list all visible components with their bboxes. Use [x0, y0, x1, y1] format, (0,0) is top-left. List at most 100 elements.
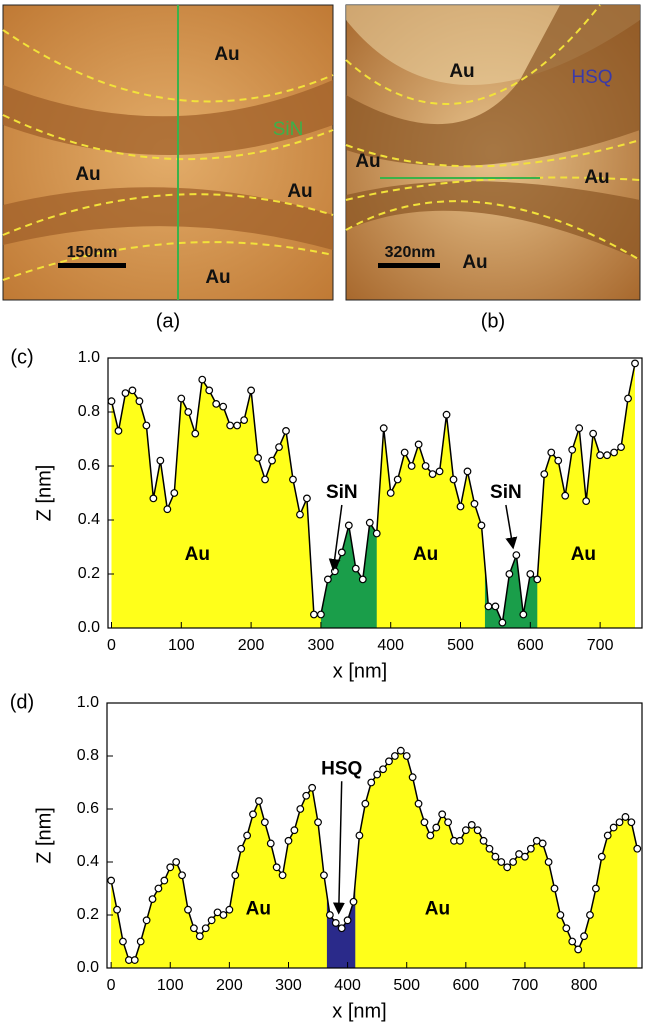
- x-tick-label: 600: [517, 637, 544, 654]
- data-point: [314, 818, 322, 827]
- data-point: [254, 454, 262, 462]
- data-point: [154, 884, 163, 893]
- data-point: [282, 427, 290, 435]
- x-tick-label: 300: [308, 637, 335, 654]
- data-point: [591, 884, 600, 893]
- data-point: [407, 462, 416, 470]
- data-point: [337, 548, 346, 557]
- data-point: [550, 884, 559, 893]
- data-point: [361, 799, 370, 808]
- data-point: [544, 858, 553, 866]
- x-tick-label: 400: [377, 637, 404, 654]
- data-point: [198, 375, 207, 384]
- data-point: [225, 905, 234, 914]
- data-point: [373, 770, 382, 779]
- data-point: [615, 818, 624, 827]
- annotation: SiN: [326, 482, 358, 503]
- data-point: [320, 871, 328, 880]
- caption: (b): [481, 310, 505, 332]
- data-point: [166, 863, 175, 872]
- x-tick-label: 600: [452, 977, 479, 994]
- x-tick-label: 100: [157, 977, 184, 994]
- region-label: HSQ: [571, 67, 612, 88]
- data-point: [170, 489, 179, 497]
- y-tick-label: 1.0: [77, 694, 99, 711]
- y-tick-label: 0.2: [77, 906, 99, 923]
- data-point: [617, 443, 625, 452]
- data-point: [233, 421, 242, 430]
- data-point: [624, 394, 632, 403]
- data-point: [491, 852, 500, 861]
- data-point: [323, 575, 332, 584]
- data-point: [142, 421, 151, 430]
- sin-band: [3, 80, 333, 155]
- data-point: [172, 858, 181, 866]
- data-point: [261, 475, 269, 484]
- data-point: [568, 937, 577, 946]
- annotation: HSQ: [321, 758, 362, 779]
- region-label: Au: [287, 181, 312, 202]
- data-point: [586, 911, 594, 919]
- data-point: [358, 575, 367, 584]
- data-point: [526, 570, 535, 578]
- data-point: [184, 905, 192, 914]
- data-point: [467, 821, 476, 829]
- data-point: [589, 429, 598, 438]
- x-axis-label: x [nm]: [332, 1000, 386, 1022]
- x-tick-label: 100: [168, 637, 195, 654]
- data-point: [540, 470, 549, 479]
- y-tick-label: 1.0: [78, 349, 100, 366]
- data-point: [142, 916, 151, 925]
- data-point: [400, 448, 409, 457]
- data-point: [519, 610, 528, 619]
- data-point: [278, 871, 287, 880]
- data-point: [268, 456, 276, 465]
- data-point: [191, 429, 200, 438]
- annotation: Au: [185, 544, 210, 565]
- data-point: [631, 359, 639, 368]
- data-point: [272, 863, 281, 872]
- data-point: [568, 445, 577, 454]
- data-point: [349, 897, 358, 906]
- data-point: [463, 467, 472, 476]
- data-point: [135, 397, 144, 406]
- y-tick-label: 0.0: [78, 619, 100, 636]
- panel-b: Au HSQ Au Au Au 320nm (b): [345, 4, 641, 332]
- data-point: [479, 836, 488, 845]
- data-point: [449, 475, 458, 484]
- data-point: [367, 778, 376, 787]
- data-point: [574, 945, 583, 954]
- region-label: Au: [449, 61, 474, 82]
- region-label: Au: [584, 167, 609, 188]
- annotation-arrow: [505, 504, 518, 550]
- annotation: Au: [571, 544, 596, 565]
- data-point: [396, 746, 405, 755]
- data-point: [219, 911, 228, 919]
- region-label: SiN: [273, 119, 304, 140]
- data-point: [575, 424, 584, 433]
- data-point: [432, 823, 441, 832]
- data-point: [163, 505, 172, 514]
- y-axis-label: Z [nm]: [33, 807, 55, 864]
- data-point: [114, 427, 123, 435]
- data-point: [547, 448, 556, 457]
- annotation-arrow: [332, 781, 345, 915]
- data-point: [119, 937, 127, 946]
- data-point: [243, 831, 252, 840]
- data-point: [554, 456, 563, 465]
- y-tick-label: 0.8: [77, 747, 99, 764]
- x-tick-label: 500: [447, 637, 474, 654]
- data-point: [247, 386, 255, 395]
- annotation-arrow: [328, 504, 343, 571]
- data-point: [205, 386, 214, 395]
- data-point: [533, 575, 542, 584]
- scale-bar: [378, 263, 440, 268]
- scale-label: 320nm: [385, 244, 436, 261]
- data-point: [385, 757, 393, 766]
- y-tick-label: 0.2: [78, 565, 100, 582]
- panel-label: (c): [10, 346, 33, 368]
- data-point: [538, 839, 547, 848]
- data-point: [130, 956, 139, 964]
- annotation: SiN: [490, 482, 522, 503]
- data-point: [428, 470, 437, 479]
